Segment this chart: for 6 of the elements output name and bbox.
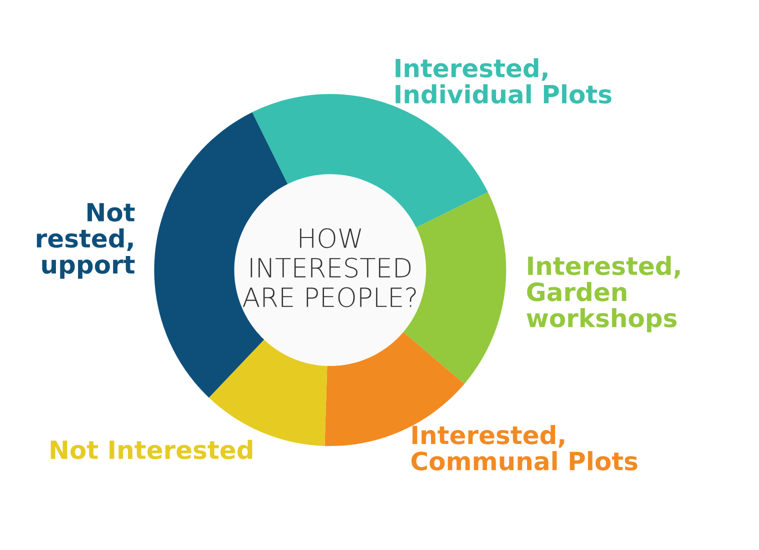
text: HOW INTERESTED ARE PEOPLE? [242, 228, 416, 308]
slice-label: Not Interested [50, 440, 252, 460]
slice-label: Not rested, upport [36, 203, 135, 279]
slice-label: Interested, Individual Plots [396, 58, 612, 104]
slice-label: Interested, Garden workshops [526, 256, 680, 332]
slice-label: Interested, Communal Plots [411, 425, 638, 470]
